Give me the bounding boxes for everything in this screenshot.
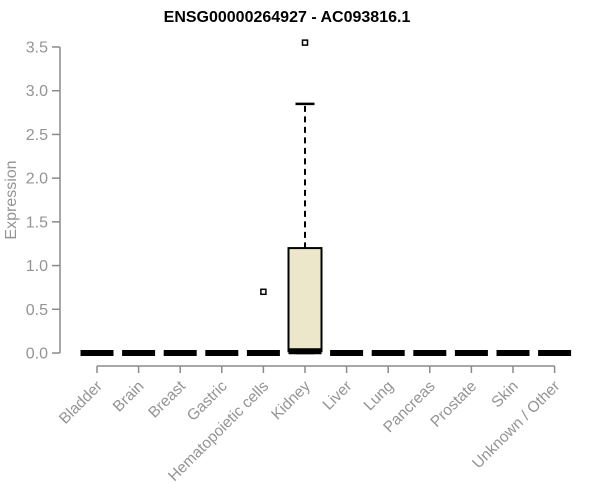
chart-title: ENSG00000264927 - AC093816.1	[164, 9, 411, 26]
y-tick-label: 3.5	[26, 39, 48, 56]
x-tick-label-liver: Liver	[320, 378, 356, 414]
outlier-point	[301, 39, 309, 46]
box-hematopoietic-cells	[246, 288, 280, 356]
y-axis: 0.0 0.5 1.0 1.5 2.0 2.5 3.0 3.5	[26, 39, 61, 363]
x-tick-label-kidney: Kidney	[268, 378, 314, 424]
x-tick-label-bladder: Bladder	[56, 378, 106, 428]
outlier-point	[260, 288, 267, 296]
box-rect	[287, 247, 323, 353]
y-tick-label: 1.5	[26, 214, 48, 231]
y-tick-label: 3.0	[26, 83, 48, 100]
boxplot-series	[80, 39, 572, 356]
y-tick-label: 2.5	[26, 127, 48, 144]
x-tick-label-breast: Breast	[145, 377, 189, 421]
y-tick-label: 2.0	[26, 171, 48, 188]
x-tick-label-lung: Lung	[361, 378, 397, 414]
y-tick-label: 1.0	[26, 258, 48, 275]
x-tick-label-prostate: Prostate	[427, 378, 480, 431]
y-axis-title: Expression	[3, 160, 20, 239]
box-kidney	[287, 39, 323, 355]
y-tick-label: 0.5	[26, 302, 48, 319]
x-tick-label-brain: Brain	[110, 378, 148, 416]
x-tick-label-skin: Skin	[488, 378, 521, 411]
y-tick-label: 0.0	[26, 346, 48, 363]
